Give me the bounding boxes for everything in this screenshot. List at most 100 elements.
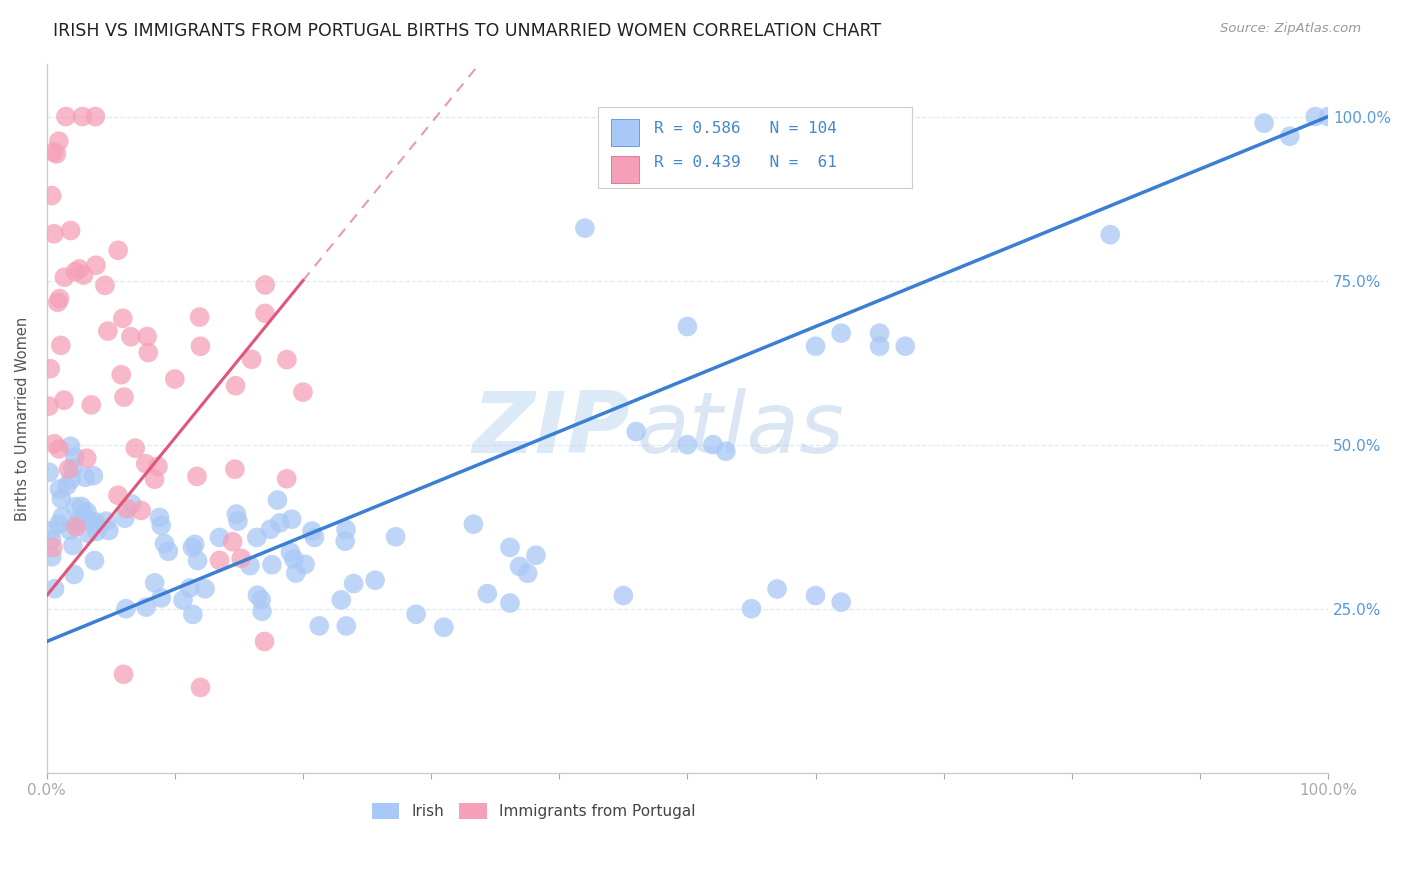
Point xyxy=(830,595,852,609)
Point xyxy=(260,558,283,572)
Point xyxy=(70,510,93,524)
Point xyxy=(48,134,70,148)
Point xyxy=(477,586,499,600)
Point xyxy=(266,493,288,508)
Point xyxy=(804,339,827,353)
Point xyxy=(208,531,231,545)
Point xyxy=(225,378,247,392)
Point xyxy=(114,511,136,525)
Point xyxy=(67,262,90,277)
Point xyxy=(84,515,107,529)
Point xyxy=(226,514,249,528)
Point xyxy=(186,469,208,483)
Point xyxy=(53,270,76,285)
Bar xyxy=(610,156,638,183)
Point xyxy=(291,385,314,400)
Point xyxy=(135,457,157,471)
Point xyxy=(612,589,634,603)
Point xyxy=(111,311,134,326)
Point xyxy=(186,553,208,567)
Point xyxy=(1305,110,1327,124)
Point xyxy=(172,593,194,607)
Point xyxy=(1317,110,1340,124)
Point xyxy=(107,244,129,258)
Point xyxy=(58,462,80,476)
Text: ZIP: ZIP xyxy=(472,387,630,470)
Point xyxy=(120,330,142,344)
Point xyxy=(499,541,522,555)
Point xyxy=(107,488,129,502)
Point xyxy=(76,451,98,466)
Point xyxy=(124,441,146,455)
Point xyxy=(65,520,87,534)
Point xyxy=(246,530,269,544)
Point xyxy=(1253,116,1275,130)
Point xyxy=(96,514,118,528)
Point xyxy=(524,548,547,562)
Point xyxy=(157,544,180,558)
Point xyxy=(150,518,173,533)
Point xyxy=(44,582,66,596)
Point xyxy=(112,667,135,681)
Point xyxy=(148,510,170,524)
Point xyxy=(280,512,302,526)
Point xyxy=(51,509,73,524)
Point xyxy=(1278,129,1301,144)
Point xyxy=(246,588,269,602)
Point xyxy=(80,398,103,412)
Point xyxy=(59,223,82,237)
Point xyxy=(335,523,357,537)
Point xyxy=(163,372,186,386)
Point xyxy=(70,500,93,514)
Point xyxy=(869,339,891,353)
Point xyxy=(280,545,302,559)
Point xyxy=(41,533,63,547)
Point xyxy=(143,472,166,486)
Point xyxy=(254,306,277,320)
Point xyxy=(56,478,79,492)
Point xyxy=(304,531,326,545)
Point xyxy=(364,573,387,587)
Point xyxy=(48,292,70,306)
Point xyxy=(153,536,176,550)
Point xyxy=(72,110,94,124)
Point xyxy=(804,589,827,603)
Point xyxy=(433,620,456,634)
Point xyxy=(240,352,263,367)
Point xyxy=(384,530,406,544)
Point xyxy=(83,553,105,567)
Point xyxy=(62,461,84,475)
Point xyxy=(48,482,70,496)
Point xyxy=(75,470,97,484)
Point xyxy=(136,345,159,359)
Point xyxy=(194,582,217,596)
Point xyxy=(190,339,212,353)
Point xyxy=(41,188,63,202)
Point xyxy=(66,516,89,530)
Point xyxy=(42,227,65,241)
Point xyxy=(676,437,699,451)
Point xyxy=(115,501,138,516)
Point xyxy=(330,592,353,607)
Point xyxy=(259,522,281,536)
Point xyxy=(121,497,143,511)
Point xyxy=(110,368,132,382)
Point xyxy=(52,393,75,408)
Point xyxy=(179,581,201,595)
Point xyxy=(284,566,307,580)
Point xyxy=(38,465,60,479)
Point xyxy=(239,558,262,573)
Point xyxy=(97,324,120,338)
Point xyxy=(294,558,316,572)
Point xyxy=(516,566,538,581)
Point xyxy=(63,567,86,582)
Point xyxy=(42,541,65,555)
Point xyxy=(1099,227,1122,242)
Point xyxy=(136,329,159,343)
Point xyxy=(82,468,104,483)
Point xyxy=(49,338,72,352)
Point xyxy=(143,575,166,590)
Point xyxy=(38,399,60,413)
Point xyxy=(77,526,100,541)
Point xyxy=(342,576,364,591)
